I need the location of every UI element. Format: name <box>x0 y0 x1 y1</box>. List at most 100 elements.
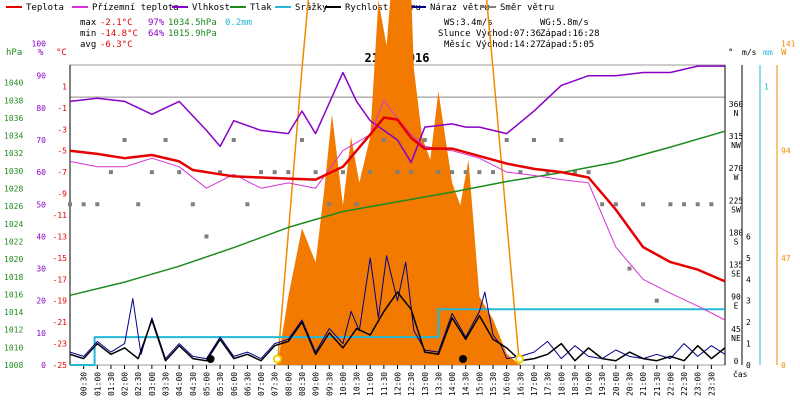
ms-tick: 5 <box>746 254 751 263</box>
w-tick: 141 <box>781 40 796 49</box>
wind-direction-point <box>149 170 154 175</box>
celsius-tick: -25 <box>53 361 68 370</box>
x-tick-label: 06:30 <box>243 372 252 396</box>
legend-label-wind: Rychlost větru <box>345 3 421 13</box>
wind-direction-point <box>627 266 632 271</box>
hpa-tick: 1038 <box>4 96 23 105</box>
hpa-tick: 1012 <box>4 326 23 335</box>
degree-unit: ° <box>728 48 733 58</box>
wind-direction-point <box>695 202 700 207</box>
celsius-tick: -23 <box>53 340 68 349</box>
hpa-tick: 1018 <box>4 273 23 282</box>
wind-direction-point <box>545 170 550 175</box>
wind-direction-point <box>668 202 673 207</box>
series-feel <box>69 99 726 321</box>
sun-marker <box>514 354 524 364</box>
legend-label-dir: Směr větru <box>500 3 554 13</box>
wind-direction-point <box>422 138 427 142</box>
direction-tick: 225 <box>729 196 744 205</box>
wind-direction-point <box>122 138 127 142</box>
celsius-tick: -7 <box>57 168 67 177</box>
ms-unit: m/s <box>742 48 757 57</box>
direction-tick: 90 <box>731 293 741 302</box>
celsius-tick: -11 <box>53 211 68 220</box>
direction-label: NE <box>731 334 741 343</box>
pct-tick: 80 <box>36 104 46 113</box>
x-tick-label: 04:00 <box>175 372 184 396</box>
celsius-tick: -1 <box>57 104 67 113</box>
ms-tick: 6 <box>746 232 751 241</box>
avg-temp: -6.3°C <box>100 40 133 50</box>
hpa-tick: 1022 <box>4 237 23 246</box>
w-tick: 0 <box>781 361 786 370</box>
x-tick-label: 01:00 <box>93 372 102 396</box>
wind-direction-point <box>381 138 386 142</box>
moon-set: Západ:5:05 <box>540 40 594 50</box>
direction-label: S <box>734 237 739 246</box>
x-tick-label: 22:00 <box>666 372 675 396</box>
wind-direction-point <box>313 170 318 175</box>
x-tick-label: 18:30 <box>571 372 580 396</box>
wind-direction-point <box>354 202 359 207</box>
hpa-tick: 1020 <box>4 255 23 264</box>
x-tick-label: 21:30 <box>653 372 662 396</box>
mm-tick: 1 <box>764 82 769 91</box>
pct-tick: 70 <box>36 136 46 145</box>
ms-tick: 3 <box>746 297 751 306</box>
x-tick-label: 15:30 <box>489 372 498 396</box>
legend-label-feel: Přízemní teplota <box>92 3 179 13</box>
direction-tick: 315 <box>729 132 744 141</box>
x-tick-label: 09:30 <box>325 372 334 396</box>
x-tick-label: 16:30 <box>516 372 525 396</box>
direction-label: SE <box>731 270 741 279</box>
wind-direction-point <box>463 170 468 175</box>
wind-direction-point <box>204 234 209 239</box>
wind-direction-point <box>299 138 304 142</box>
hpa-tick: 1036 <box>4 114 23 123</box>
x-tick-label: 02:30 <box>134 372 143 396</box>
direction-tick: 135 <box>729 261 744 270</box>
celsius-tick: -13 <box>53 232 68 241</box>
wind-direction-point <box>709 202 714 207</box>
axes: hPa% °C1040103810361034103210301028102610… <box>4 40 796 396</box>
x-tick-label: 05:30 <box>216 372 225 396</box>
pct-tick: 90 <box>36 72 46 81</box>
celsius-tick: -3 <box>57 125 67 134</box>
x-tick-label: 23:00 <box>694 372 703 396</box>
x-tick-label: 05:00 <box>202 372 211 396</box>
wind-direction-point <box>190 202 195 207</box>
x-tick-label: 02:00 <box>121 372 130 396</box>
x-tick-label: 00:30 <box>80 372 89 396</box>
wind-direction-point <box>654 298 659 303</box>
hpa-unit: hPa <box>6 48 22 58</box>
wind-direction-point <box>286 170 291 175</box>
direction-tick: 360 <box>729 100 744 109</box>
wind-direction-point <box>327 202 332 207</box>
min-press: 1015.9hPa <box>168 29 217 39</box>
direction-tick: 180 <box>729 228 744 237</box>
wind-direction-point <box>245 202 250 207</box>
series-rain <box>70 308 725 366</box>
direction-label: NW <box>731 141 741 150</box>
wind-direction-point <box>682 202 687 207</box>
celsius-unit: °C <box>56 48 67 58</box>
celsius-tick: -17 <box>53 275 68 284</box>
x-tick-label: 10:30 <box>353 372 362 396</box>
sun-label: Slunce <box>438 29 471 39</box>
hpa-tick: 1014 <box>4 308 23 317</box>
x-tick-label: 07:00 <box>257 372 266 396</box>
direction-label: E <box>734 302 739 311</box>
sun-set: Západ:16:28 <box>540 29 600 39</box>
celsius-tick: -15 <box>53 254 68 263</box>
direction-tick: 45 <box>731 325 741 334</box>
wind-direction-point <box>613 202 618 207</box>
wind-direction-point <box>436 170 441 175</box>
wind-direction-point <box>477 170 482 175</box>
hpa-tick: 1034 <box>4 132 23 141</box>
wind-direction-point <box>68 202 72 207</box>
wind-direction-point <box>395 170 400 175</box>
hpa-tick: 1030 <box>4 167 23 176</box>
moon-marker <box>459 355 467 363</box>
hpa-tick: 1028 <box>4 185 23 194</box>
